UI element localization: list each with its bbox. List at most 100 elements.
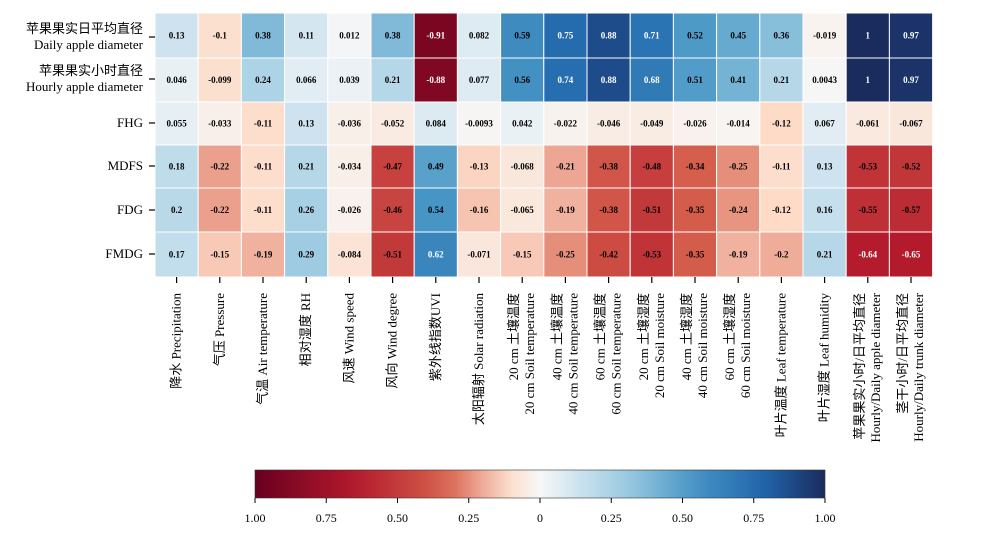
cell-value: -0.11 bbox=[772, 162, 791, 172]
colorbar-tick-label: 1.00 bbox=[245, 511, 266, 525]
column-label: 60 cm Soil temperature bbox=[609, 293, 624, 415]
cell-value: -0.22 bbox=[210, 162, 229, 172]
heatmap-cell bbox=[845, 101, 890, 146]
cell-value: 0.38 bbox=[385, 31, 401, 41]
cell-value: 0.055 bbox=[166, 119, 187, 129]
cell-value: 0.13 bbox=[298, 119, 314, 129]
column-label: 20 cm 土壤温度 bbox=[506, 293, 521, 380]
cell-value: -0.55 bbox=[858, 205, 877, 215]
cell-value: 0.24 bbox=[255, 75, 271, 85]
heatmap-cell bbox=[456, 12, 502, 59]
cell-value: -0.34 bbox=[686, 162, 705, 172]
heatmap-cell bbox=[888, 231, 934, 278]
column-label: 气压 Pressure bbox=[212, 293, 227, 367]
cell-value: 0.16 bbox=[817, 205, 833, 215]
heatmap-cell bbox=[629, 12, 674, 59]
cell-value: 0.11 bbox=[299, 31, 315, 41]
heatmap-cell bbox=[716, 101, 761, 146]
column-label: 紫外线指数UVI bbox=[428, 293, 443, 381]
cell-value: -0.12 bbox=[772, 119, 791, 129]
cell-value: 0.68 bbox=[644, 75, 660, 85]
column-label: 风速 Wind speed bbox=[341, 293, 356, 384]
heatmap-cell bbox=[154, 12, 199, 59]
column-label: 40 cm 土壤湿度 bbox=[679, 293, 694, 380]
heatmap-cell bbox=[845, 187, 890, 233]
heatmap-cell bbox=[240, 187, 286, 233]
heatmap-cell bbox=[716, 144, 761, 189]
cell-value: 0.042 bbox=[512, 119, 533, 129]
cell-value: -0.049 bbox=[640, 119, 664, 129]
heatmap-cell bbox=[586, 187, 631, 233]
cell-value: -0.38 bbox=[599, 205, 618, 215]
cell-value: 0.36 bbox=[774, 31, 790, 41]
row-label: Hourly apple diameter bbox=[26, 79, 144, 94]
cell-value: -0.48 bbox=[642, 162, 661, 172]
cell-value: -0.51 bbox=[642, 205, 661, 215]
cell-value: -0.64 bbox=[858, 250, 877, 260]
column-label: 20 cm 土壤湿度 bbox=[636, 293, 651, 380]
cell-value: -0.11 bbox=[254, 119, 273, 129]
heatmap-cell bbox=[759, 144, 804, 189]
cell-value: 0.59 bbox=[514, 31, 530, 41]
cell-value: 0.51 bbox=[687, 75, 703, 85]
cell-value: 0.17 bbox=[169, 250, 185, 260]
cell-value: -0.099 bbox=[208, 75, 232, 85]
heatmap-cell bbox=[456, 231, 502, 278]
heatmap-cell bbox=[327, 187, 372, 233]
row-label: FMDG bbox=[105, 246, 143, 261]
heatmap-cell bbox=[672, 231, 718, 278]
cell-value: 0.13 bbox=[169, 31, 185, 41]
heatmap-cell bbox=[240, 57, 286, 103]
cell-value: 0.082 bbox=[469, 31, 490, 41]
heatmap-cell bbox=[716, 12, 761, 59]
cell-value: -0.014 bbox=[727, 119, 751, 129]
cell-value: -0.065 bbox=[511, 205, 535, 215]
heatmap-cell bbox=[629, 187, 674, 233]
cell-value: -0.033 bbox=[208, 119, 232, 129]
cell-value: 0.21 bbox=[298, 162, 314, 172]
cell-value: 0.21 bbox=[385, 75, 401, 85]
cell-value: -0.88 bbox=[426, 75, 445, 85]
cell-value: 1 bbox=[866, 31, 871, 41]
heatmap-cell bbox=[543, 187, 588, 233]
heatmap-cell bbox=[586, 101, 631, 146]
cell-value: -0.15 bbox=[210, 250, 229, 260]
row-label: MDFS bbox=[108, 158, 143, 173]
cell-value: 0.046 bbox=[166, 75, 187, 85]
cell-value: -0.052 bbox=[381, 119, 405, 129]
heatmap-cell bbox=[672, 144, 718, 189]
cell-value: -0.16 bbox=[470, 205, 489, 215]
heatmap-cell bbox=[543, 101, 588, 146]
heatmap-cell bbox=[543, 231, 588, 278]
heatmap-cell bbox=[888, 187, 934, 233]
cell-value: -0.026 bbox=[338, 205, 362, 215]
cell-value: 0.54 bbox=[428, 205, 444, 215]
cell-value: 0.45 bbox=[730, 31, 746, 41]
column-label: 40 cm 土壤温度 bbox=[549, 293, 564, 380]
cell-value: 0.26 bbox=[298, 205, 314, 215]
cell-value: 0.56 bbox=[514, 75, 530, 85]
cell-value: -0.91 bbox=[426, 31, 445, 41]
heatmap-cell bbox=[284, 187, 329, 233]
cell-value: 0.29 bbox=[298, 250, 314, 260]
heatmap-cell bbox=[629, 231, 674, 278]
cell-value: -0.25 bbox=[556, 250, 575, 260]
heatmap-cell bbox=[327, 231, 372, 278]
cell-value: -0.57 bbox=[902, 205, 921, 215]
cell-value: -0.19 bbox=[254, 250, 273, 260]
cell-value: -0.019 bbox=[813, 31, 837, 41]
heatmap-cell bbox=[672, 187, 718, 233]
heatmap-cell bbox=[154, 187, 199, 233]
colorbar-tick-label: 0.75 bbox=[743, 511, 764, 525]
heatmap-cell bbox=[716, 231, 761, 278]
heatmap-cell bbox=[888, 12, 934, 59]
column-label: 气温 Air temperature bbox=[255, 293, 270, 405]
cell-value: 0.38 bbox=[255, 31, 271, 41]
heatmap-cell bbox=[500, 187, 545, 233]
cell-value: 0.077 bbox=[469, 75, 490, 85]
heatmap-cell bbox=[240, 101, 286, 146]
cell-value: -0.52 bbox=[902, 162, 921, 172]
cell-value: 0.2 bbox=[171, 205, 183, 215]
cell-value: 0.067 bbox=[814, 119, 835, 129]
